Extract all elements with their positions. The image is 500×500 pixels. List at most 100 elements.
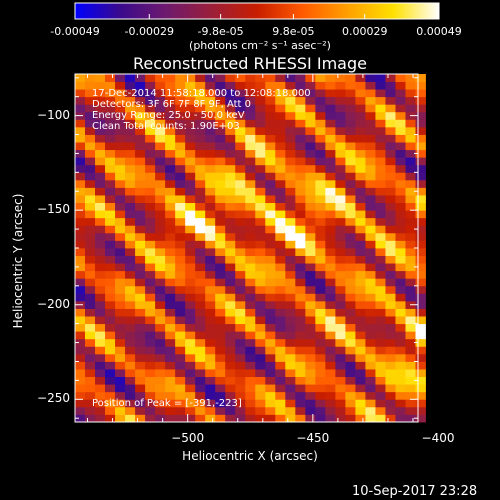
heatmap-cell [165, 376, 176, 385]
heatmap-cell [355, 399, 366, 408]
heatmap-cell [325, 248, 336, 256]
heatmap-cell [365, 255, 376, 264]
heatmap-cell [155, 248, 166, 256]
heatmap-cell [225, 278, 236, 287]
heatmap-cell [175, 331, 186, 340]
heatmap-cell [195, 187, 206, 196]
heatmap-cell [305, 89, 316, 98]
heatmap-cell [195, 195, 206, 204]
heatmap-cell [175, 391, 186, 400]
heatmap-cell [115, 278, 126, 287]
heatmap-cell [345, 149, 356, 158]
heatmap-cell [375, 384, 386, 393]
heatmap-cell [155, 406, 166, 415]
heatmap-cell [215, 179, 226, 188]
heatmap-cell [415, 323, 426, 332]
heatmap-cell [375, 308, 386, 317]
heatmap-cell [265, 195, 276, 204]
heatmap-cell [155, 89, 166, 98]
heatmap-cell [235, 391, 246, 400]
heatmap-cell [345, 399, 356, 408]
heatmap-cell [145, 248, 156, 256]
heatmap-cell [305, 126, 316, 135]
heatmap-cell [285, 96, 296, 105]
heatmap-cell [345, 126, 356, 135]
heatmap-cell [265, 353, 276, 362]
heatmap-cell [205, 232, 216, 241]
heatmap-cell [115, 406, 126, 415]
heatmap-cell [135, 248, 146, 256]
heatmap-cell [265, 293, 276, 302]
heatmap-cell [345, 232, 356, 241]
heatmap-cell [95, 414, 106, 423]
heatmap-cell [255, 331, 266, 340]
heatmap-cell [285, 164, 296, 173]
heatmap-cell [275, 270, 286, 279]
heatmap-cell [85, 285, 96, 294]
heatmap-cell [175, 172, 186, 181]
heatmap-cell [245, 142, 256, 151]
heatmap-cell [335, 179, 346, 188]
heatmap-cell [415, 232, 426, 241]
heatmap-cell [135, 232, 146, 241]
y-tick-label: −250 [37, 391, 70, 406]
heatmap-cell [215, 81, 226, 90]
heatmap-cell [245, 369, 256, 378]
heatmap-cell [145, 263, 156, 272]
heatmap-cell [315, 414, 326, 423]
heatmap-cell [375, 232, 386, 241]
heatmap-cell [295, 255, 306, 264]
heatmap-cell [215, 126, 226, 135]
heatmap-cell [165, 104, 176, 113]
heatmap-cell [205, 308, 216, 317]
heatmap-cell [105, 391, 116, 400]
heatmap-cell [345, 414, 356, 423]
heatmap-cell [325, 285, 336, 294]
heatmap-cell [185, 89, 196, 98]
heatmap-cell [305, 285, 316, 294]
heatmap-cell [175, 248, 186, 256]
heatmap-cell [405, 293, 416, 302]
heatmap-cell [185, 346, 196, 355]
heatmap-cell [385, 331, 396, 340]
heatmap-cell [155, 331, 166, 340]
heatmap-cell [85, 74, 96, 82]
heatmap-cell [415, 270, 426, 279]
heatmap-cell [265, 285, 276, 294]
heatmap-cell [145, 391, 156, 400]
heatmap-cell [95, 300, 106, 309]
heatmap-cell [265, 308, 276, 317]
heatmap-cell [235, 126, 246, 135]
y-tick-label: −100 [37, 107, 70, 122]
heatmap-cell [305, 74, 316, 82]
heatmap-cell [415, 285, 426, 294]
heatmap-cell [195, 255, 206, 264]
heatmap-cell [235, 308, 246, 317]
heatmap-cell [325, 376, 336, 385]
heatmap-cell [235, 316, 246, 325]
heatmap-cell [95, 149, 106, 158]
heatmap-cell [275, 232, 286, 241]
heatmap-cell [305, 338, 316, 347]
heatmap-cell [405, 414, 416, 423]
heatmap-cell [75, 376, 86, 385]
heatmap-cell [245, 111, 256, 120]
heatmap-cell [125, 179, 136, 188]
heatmap-cell [275, 406, 286, 415]
heatmap-cell [165, 308, 176, 317]
heatmap-cell [345, 81, 356, 90]
heatmap-cell [375, 104, 386, 113]
heatmap-cell [335, 210, 346, 219]
heatmap-cell [185, 353, 196, 362]
heatmap-cell [215, 353, 226, 362]
heatmap-cell [145, 323, 156, 332]
heatmap-cell [145, 74, 156, 82]
heatmap-cell [115, 104, 126, 113]
heatmap-cell [365, 81, 376, 90]
heatmap-cell [125, 346, 136, 355]
heatmap-cell [225, 338, 236, 347]
heatmap-cell [375, 187, 386, 196]
heatmap-cell [215, 338, 226, 347]
heatmap-cell [85, 96, 96, 105]
heatmap-cell [415, 149, 426, 158]
